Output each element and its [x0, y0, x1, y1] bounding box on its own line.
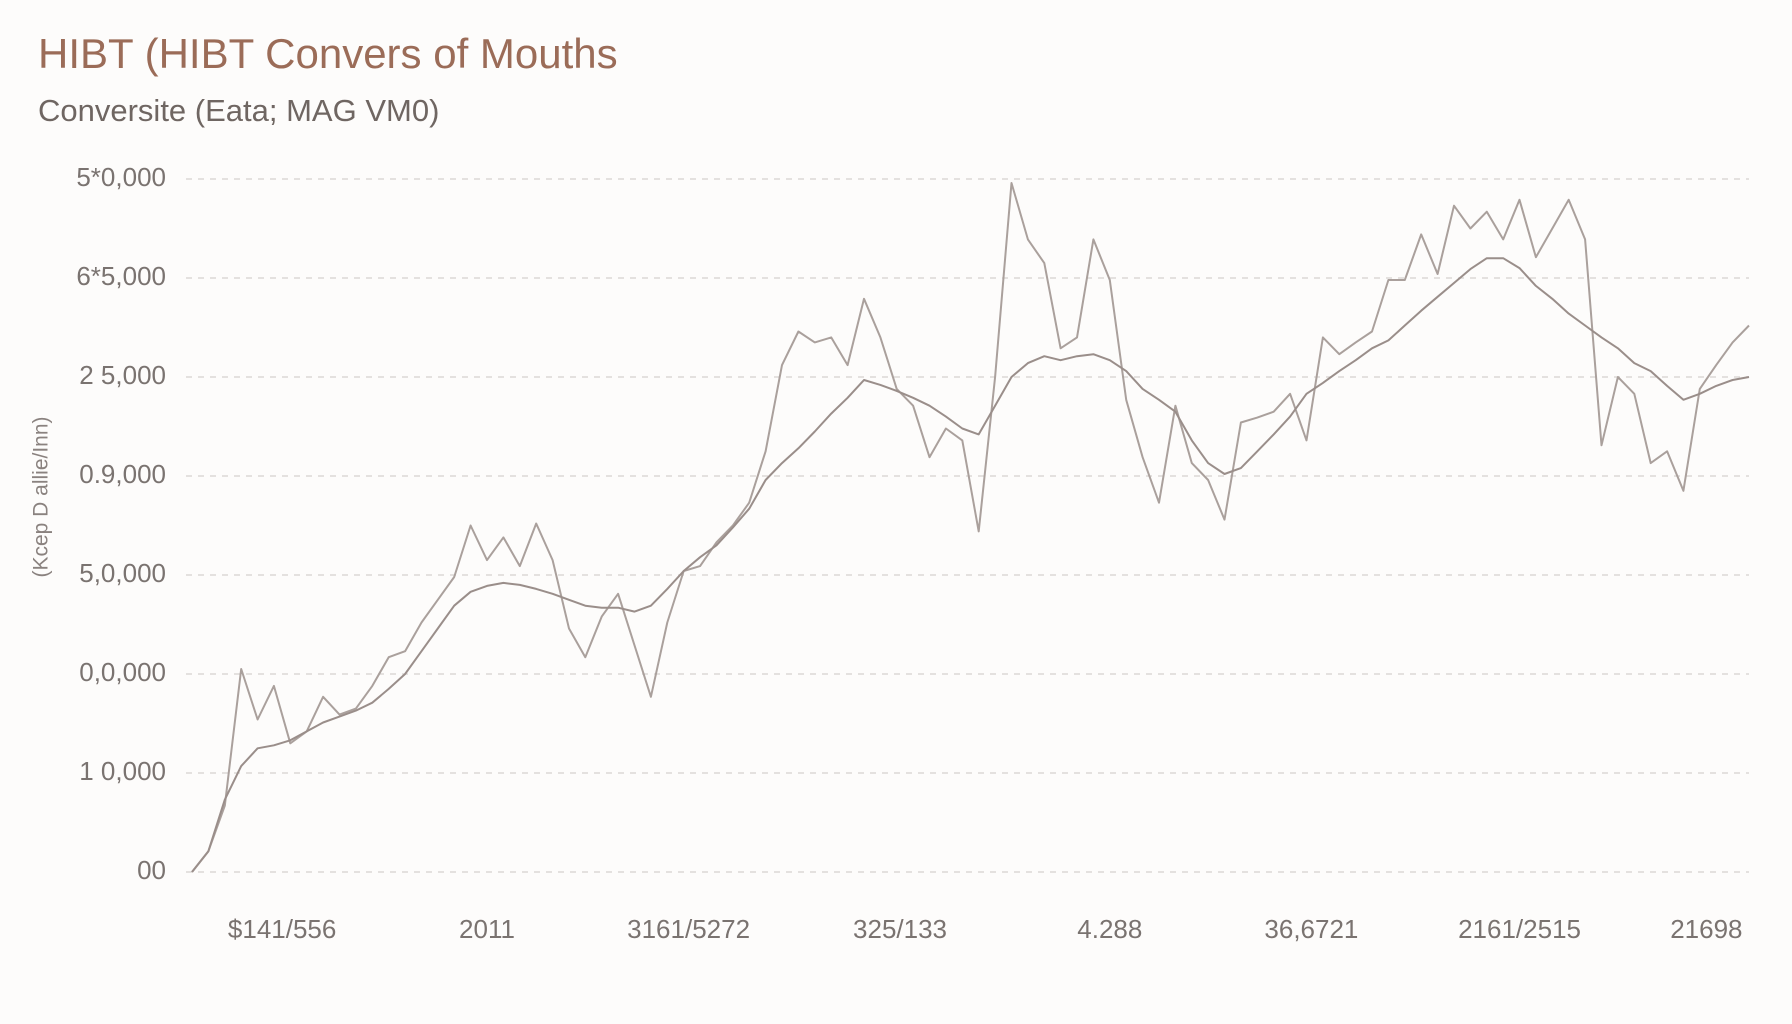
y-tick-label: 0,0,000 — [79, 657, 166, 687]
y-tick-label: 5,0,000 — [79, 558, 166, 588]
x-tick-label: 325/133 — [853, 914, 947, 944]
y-tick-label: 0.9,000 — [79, 459, 166, 489]
series-line — [191, 182, 1750, 873]
chart-subtitle: Conversite (Eata; MAG VM0) — [38, 93, 439, 128]
y-tick-label: 6*5,000 — [76, 261, 166, 291]
x-tick-label: 21698 — [1670, 914, 1742, 944]
x-tick-label: 2011 — [459, 914, 515, 944]
x-tick-label: $141/556 — [228, 914, 336, 944]
y-tick-label: 00 — [137, 855, 166, 885]
x-tick-label: 3161/5272 — [627, 914, 750, 944]
y-tick-label: 1 0,000 — [79, 756, 166, 786]
x-tick-label: 2161/2515 — [1458, 914, 1581, 944]
series-line — [191, 257, 1750, 873]
y-tick-label: 2 5,000 — [79, 360, 166, 390]
x-tick-label: 36,6721 — [1264, 914, 1358, 944]
x-tick-label: 4.288 — [1077, 914, 1142, 944]
y-tick-label: 5*0,000 — [76, 162, 166, 192]
y-axis-label: (Kcep D allie/Inn) — [30, 416, 53, 577]
chart-title: HIBT (HIBT Convers of Mouths — [38, 30, 618, 77]
